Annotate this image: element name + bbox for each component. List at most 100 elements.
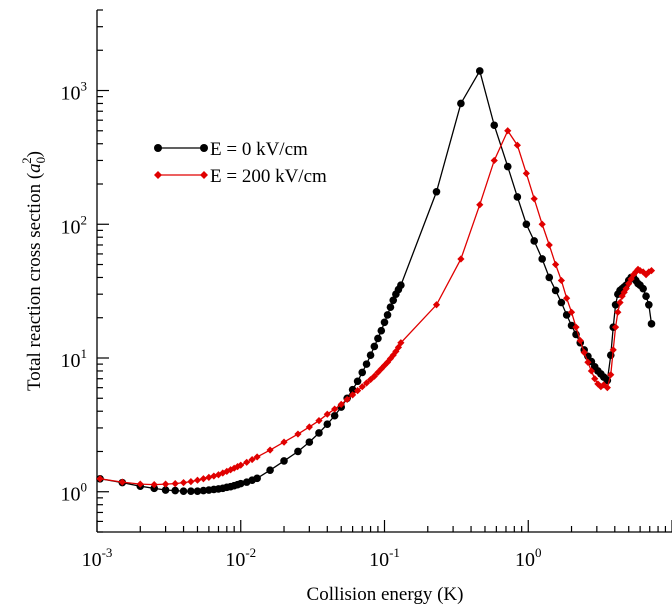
- series-2-point: [616, 298, 624, 307]
- series-2-point: [563, 294, 571, 302]
- series-1-point: [374, 334, 382, 343]
- series-2-point: [397, 339, 405, 347]
- series-2-point: [647, 267, 656, 275]
- series-1-point: [358, 368, 367, 377]
- y-axis-title: Total reaction cross section (a02): [19, 151, 48, 391]
- series-2-point: [587, 367, 596, 375]
- series-1-point: [645, 300, 653, 309]
- series-1-point: [380, 318, 389, 327]
- series-1-point: [475, 67, 484, 75]
- legend-label-series-2: E = 200 kV/cm: [210, 166, 327, 187]
- x-tick-label: 100: [515, 545, 542, 571]
- series-1-point: [330, 411, 339, 420]
- series-2-point: [632, 268, 640, 276]
- series-2-point: [611, 323, 620, 331]
- series-2-point: [591, 375, 599, 383]
- series-1-point: [294, 447, 302, 456]
- series-2-point: [522, 169, 530, 178]
- series-2-point: [96, 475, 104, 483]
- series-1-point: [551, 286, 560, 295]
- series-1-point: [161, 486, 170, 494]
- series-2-point: [584, 358, 592, 366]
- series-2-point: [315, 417, 323, 425]
- series-2-point: [603, 384, 611, 392]
- series-2-point: [118, 478, 126, 486]
- series-2: [96, 127, 656, 489]
- series-2-point: [513, 141, 521, 149]
- series-1-point: [280, 457, 288, 465]
- series-1-point: [266, 466, 274, 474]
- x-tick-label: 10-1: [369, 545, 400, 571]
- series-1-point: [513, 193, 522, 201]
- series-2-point: [193, 476, 202, 484]
- series-layer: [96, 67, 656, 495]
- series-2-point: [642, 271, 650, 279]
- y-tick-label: 103: [61, 79, 88, 105]
- series-1-point: [305, 438, 314, 446]
- series-2-line: [99, 129, 652, 486]
- series-2-point: [161, 480, 170, 488]
- series-2-point: [358, 383, 366, 391]
- series-2-point: [432, 301, 441, 309]
- series-1-point: [236, 479, 245, 488]
- series-2-point: [219, 469, 227, 477]
- series-2-point: [636, 267, 644, 275]
- series-2-point: [607, 371, 615, 379]
- series-2-point: [530, 195, 538, 203]
- series-2-point: [253, 453, 261, 461]
- series-2-point: [614, 308, 622, 316]
- series-2-point: [580, 348, 588, 357]
- series-2-point: [205, 473, 213, 482]
- series-2-point: [476, 201, 484, 209]
- series-2-point: [597, 383, 605, 391]
- legend-marker-series-1-a: [154, 144, 162, 152]
- series-1-point: [315, 429, 323, 437]
- series-1-point: [179, 487, 188, 495]
- series-2-point: [538, 220, 546, 228]
- series-2-point: [457, 255, 465, 263]
- series-1-point: [366, 351, 375, 359]
- axes: [96, 10, 672, 533]
- series-1-point: [432, 187, 441, 196]
- series-1-point: [377, 326, 386, 335]
- series-2-point: [237, 461, 245, 469]
- series-1-point: [530, 237, 539, 245]
- series-2-point: [150, 481, 158, 489]
- series-1-point: [253, 474, 261, 483]
- series-1-point: [557, 298, 566, 307]
- series-2-point: [609, 346, 617, 354]
- series-2-point: [557, 276, 565, 285]
- series-1-point: [386, 303, 395, 311]
- series-2-point: [280, 438, 288, 446]
- series-2-point: [305, 423, 313, 431]
- series-2-point: [343, 395, 351, 404]
- series-2-point: [337, 400, 345, 408]
- series-2-point: [576, 336, 584, 345]
- tick-labels: 10-3 10-2 10-1 100 100 101 102 103: [61, 79, 542, 571]
- series-2-point: [349, 391, 357, 399]
- y-tick-label: 100: [61, 480, 88, 506]
- series-2-point: [354, 387, 362, 395]
- legend: E = 0 kV/cm E = 200 kV/cm: [154, 139, 327, 187]
- series-1-point: [389, 296, 398, 305]
- legend-marker-series-2-a: [154, 171, 162, 179]
- series-2-point: [136, 480, 144, 488]
- series-1-point: [642, 292, 650, 300]
- legend-entry-series-1: E = 0 kV/cm: [154, 139, 308, 160]
- series-1-point: [353, 377, 362, 386]
- series-2-point: [187, 478, 195, 486]
- series-1-point: [457, 99, 465, 108]
- y-tick-label: 101: [61, 346, 88, 372]
- series-2-point: [490, 156, 498, 165]
- series-2-point: [645, 268, 653, 276]
- series-1-point: [647, 320, 656, 328]
- legend-entry-series-2: E = 200 kV/cm: [154, 166, 327, 187]
- series-2-point: [227, 466, 235, 474]
- series-1-point: [370, 342, 379, 351]
- series-2-point: [266, 446, 274, 454]
- series-2-point: [392, 347, 400, 356]
- series-1-point: [503, 162, 512, 171]
- series-2-point: [552, 260, 560, 269]
- series-2-point: [620, 288, 628, 296]
